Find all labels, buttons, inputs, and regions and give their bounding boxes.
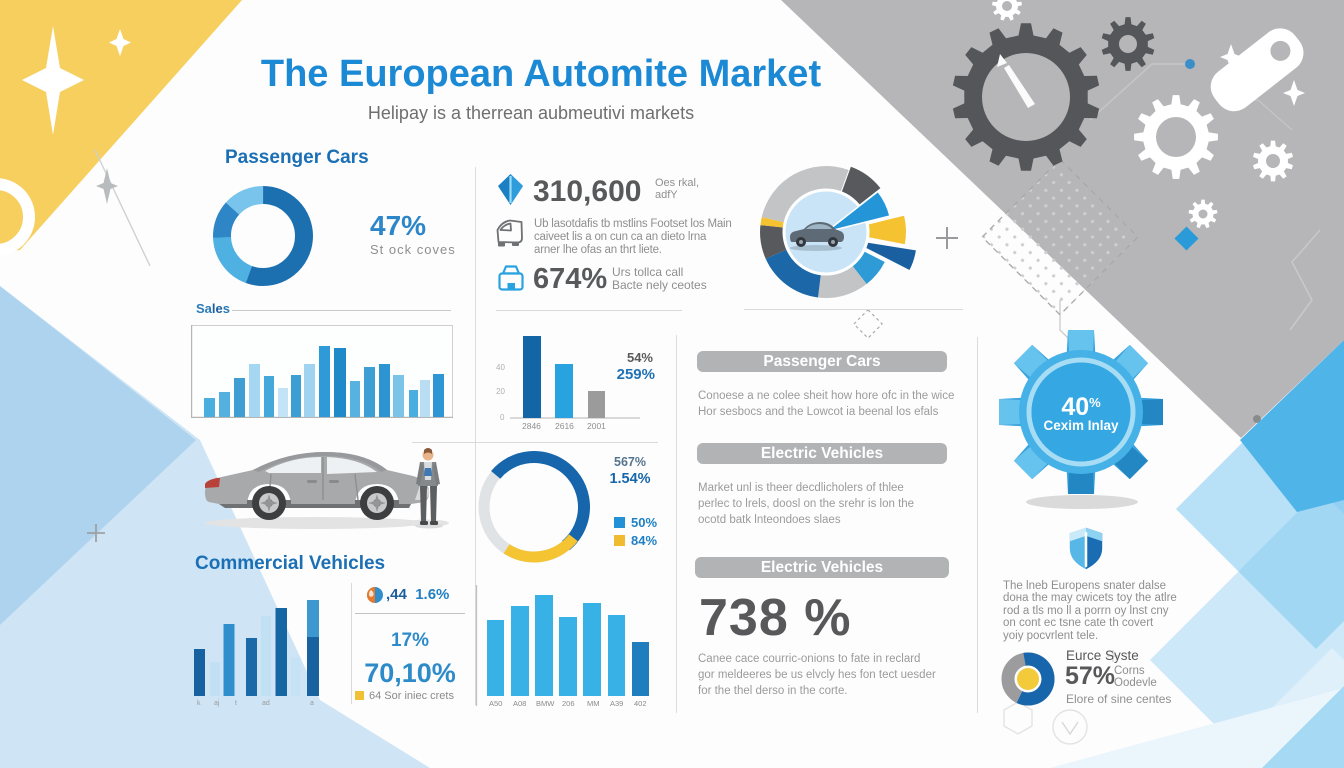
svg-text:2616: 2616 [555,421,574,430]
svg-text:20: 20 [496,387,505,396]
svg-text:A08: A08 [513,699,526,708]
svg-text:2846: 2846 [522,421,541,430]
svg-text:aj: aj [214,700,220,707]
svg-text:ad: ad [262,700,270,707]
svg-text:a: a [310,700,314,707]
svg-text:BMW: BMW [536,699,555,708]
svg-text:40: 40 [496,363,505,372]
svg-text:MM: MM [587,699,600,708]
svg-text:k: k [197,700,201,707]
svg-text:206: 206 [562,699,575,708]
svg-text:t: t [235,700,237,707]
svg-text:A39: A39 [610,699,623,708]
svg-text:402: 402 [634,699,647,708]
svg-text:2001: 2001 [587,421,606,430]
svg-text:A50: A50 [489,699,502,708]
svg-text:Cexim Inlay: Cexim Inlay [1043,418,1119,433]
svg-text:0: 0 [500,413,505,422]
